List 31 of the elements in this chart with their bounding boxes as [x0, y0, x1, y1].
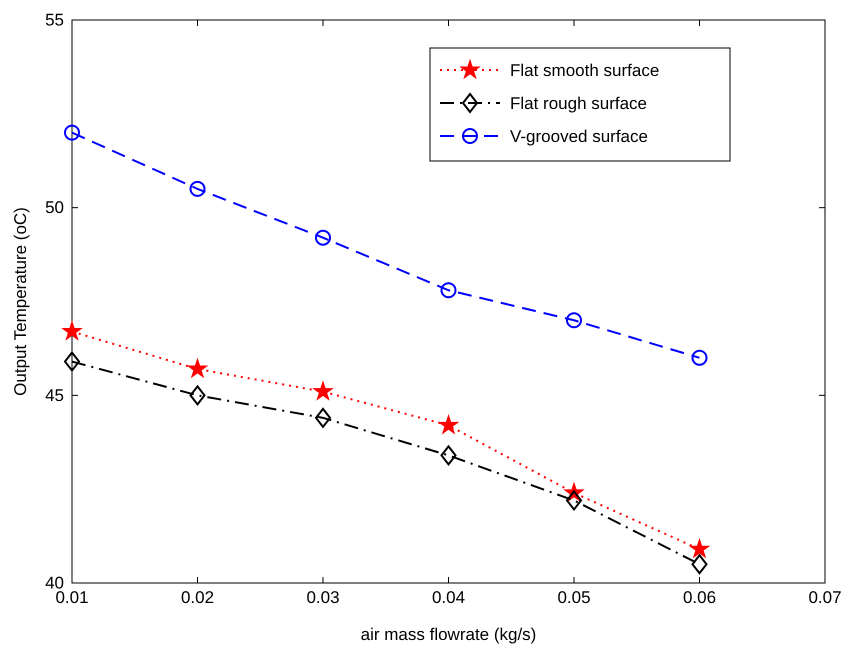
x-axis-title: air mass flowrate (kg/s) [360, 625, 536, 644]
point [64, 352, 80, 372]
point [566, 490, 582, 510]
legend-label: Flat smooth surface [510, 61, 660, 80]
point [188, 359, 207, 378]
point [314, 382, 332, 400]
y-tick-label: 45 [45, 386, 64, 405]
y-tick-label: 55 [45, 10, 64, 30]
point [690, 540, 709, 558]
point [315, 230, 331, 246]
x-tick-label: 0.02 [180, 588, 214, 608]
point [315, 408, 331, 428]
legend-label: V-grooved surface [510, 127, 648, 146]
point [692, 350, 708, 366]
point [62, 322, 82, 340]
x-tick-label: 0.07 [808, 588, 842, 608]
x-tick-label: 0.04 [432, 588, 466, 608]
y-axis-title: Output Temperature (oC) [11, 207, 30, 396]
point [190, 385, 206, 406]
point [190, 180, 206, 197]
x-tick-label: 0.06 [682, 588, 716, 608]
point [440, 445, 456, 466]
point [439, 416, 458, 434]
x-tick-label: 0.05 [557, 588, 591, 608]
legend-label: Flat rough surface [510, 94, 648, 113]
point [440, 282, 456, 298]
point [692, 554, 708, 574]
y-tick-label: 50 [45, 198, 64, 218]
x-tick-label: 0.03 [306, 588, 340, 608]
point [566, 312, 582, 328]
point [64, 124, 80, 141]
